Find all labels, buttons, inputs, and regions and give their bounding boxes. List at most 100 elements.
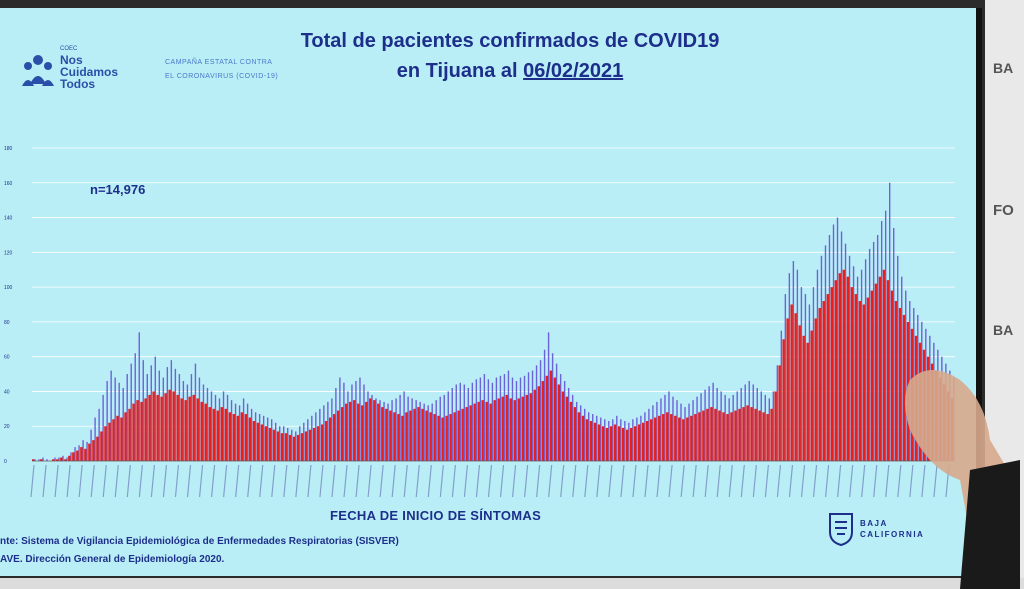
bar-blue (355, 381, 357, 461)
bar-blue (238, 405, 241, 461)
bar-blue (174, 368, 177, 461)
x-tick-label-mark (572, 464, 577, 498)
bar-blue (299, 426, 301, 461)
bar-blue (592, 414, 594, 461)
bar-red (802, 335, 805, 461)
bar-blue (876, 234, 879, 461)
x-tick-label-mark (499, 464, 505, 498)
bar-blue (351, 384, 353, 461)
bar-blue (335, 387, 337, 461)
bar-red (617, 426, 621, 461)
bar-blue (511, 377, 514, 461)
bar-blue (411, 398, 413, 461)
bar-blue (527, 372, 530, 461)
bar-blue (303, 422, 305, 461)
bar-red (826, 294, 829, 461)
bar-red (537, 386, 541, 461)
bar-blue (323, 405, 325, 461)
bar-blue (202, 384, 205, 461)
bar-red (742, 407, 745, 461)
bar-red (108, 422, 111, 461)
bar-red (698, 412, 701, 461)
x-tick-label-mark (198, 464, 204, 498)
bar-red (292, 436, 296, 461)
bar-red (874, 283, 878, 461)
bar-blue (608, 421, 610, 461)
bar-blue (475, 379, 478, 461)
bar-red (714, 408, 717, 461)
x-tick-label-mark (114, 464, 119, 498)
bar-red (268, 427, 272, 461)
bar-blue (828, 234, 831, 461)
bar-blue (106, 381, 108, 461)
bar-red (658, 415, 661, 461)
bar-red (838, 273, 842, 461)
bar-blue (363, 384, 365, 461)
bar-red (397, 414, 400, 461)
bar-blue (680, 403, 682, 461)
x-tick-label-mark (716, 464, 721, 498)
bar-red (878, 276, 882, 461)
x-tick-label-mark (403, 464, 408, 498)
bar-red (565, 396, 569, 461)
bar-blue (162, 377, 165, 461)
presenter-hand (905, 370, 1020, 589)
bar-red (52, 459, 55, 461)
bar-blue (616, 415, 618, 461)
bar-red (553, 377, 557, 461)
bar-red (196, 398, 199, 461)
bar-red (345, 403, 348, 461)
bar-red (890, 290, 894, 461)
bar-red (100, 431, 103, 461)
bar-blue (246, 403, 249, 461)
bar-red (332, 414, 336, 461)
bar-blue (583, 408, 586, 461)
bar-blue (860, 269, 863, 461)
bar-red (224, 408, 228, 461)
bar-blue (752, 384, 754, 461)
bar-blue (274, 422, 277, 461)
bar-red (128, 408, 131, 461)
bar-blue (696, 396, 698, 461)
bar-blue (720, 391, 722, 461)
bar-blue (242, 398, 245, 461)
bar-red (304, 431, 308, 461)
bar-blue (551, 353, 554, 461)
bar-blue (688, 403, 690, 461)
y-tick-label: 60 (4, 355, 10, 361)
bar-red (204, 403, 207, 461)
bar-blue (222, 391, 225, 461)
bar-red (389, 410, 392, 461)
bar-blue (636, 417, 638, 461)
bar-red (441, 417, 444, 461)
bar-red (782, 339, 785, 461)
bar-blue (371, 394, 373, 461)
bar-blue (852, 266, 855, 461)
y-tick-label: 80 (4, 320, 10, 326)
bar-blue (46, 459, 48, 461)
bar-blue (487, 379, 490, 461)
bar-red (621, 427, 625, 461)
x-tick-label-mark (536, 464, 541, 498)
x-tick-label-mark (210, 464, 216, 498)
bar-red (413, 408, 416, 461)
x-tick-label-mark (42, 464, 47, 498)
bar-red (654, 417, 657, 461)
bar-blue (531, 370, 534, 461)
bar-blue (784, 294, 787, 461)
bar-red (806, 342, 809, 461)
bar-red (445, 415, 448, 461)
x-tick-label-mark (560, 464, 565, 498)
logo-small-text: COEC (60, 46, 78, 52)
bar-blue (708, 386, 710, 461)
bar-red (858, 301, 862, 461)
x-tick-label-mark (644, 464, 649, 498)
bar-blue (780, 330, 783, 461)
bar-red (894, 301, 898, 461)
bar-blue (515, 381, 518, 461)
bar-blue (399, 394, 401, 461)
bar-blue (700, 393, 702, 461)
bar-red (493, 400, 496, 461)
bar-blue (375, 398, 377, 461)
bar-blue (122, 387, 124, 461)
